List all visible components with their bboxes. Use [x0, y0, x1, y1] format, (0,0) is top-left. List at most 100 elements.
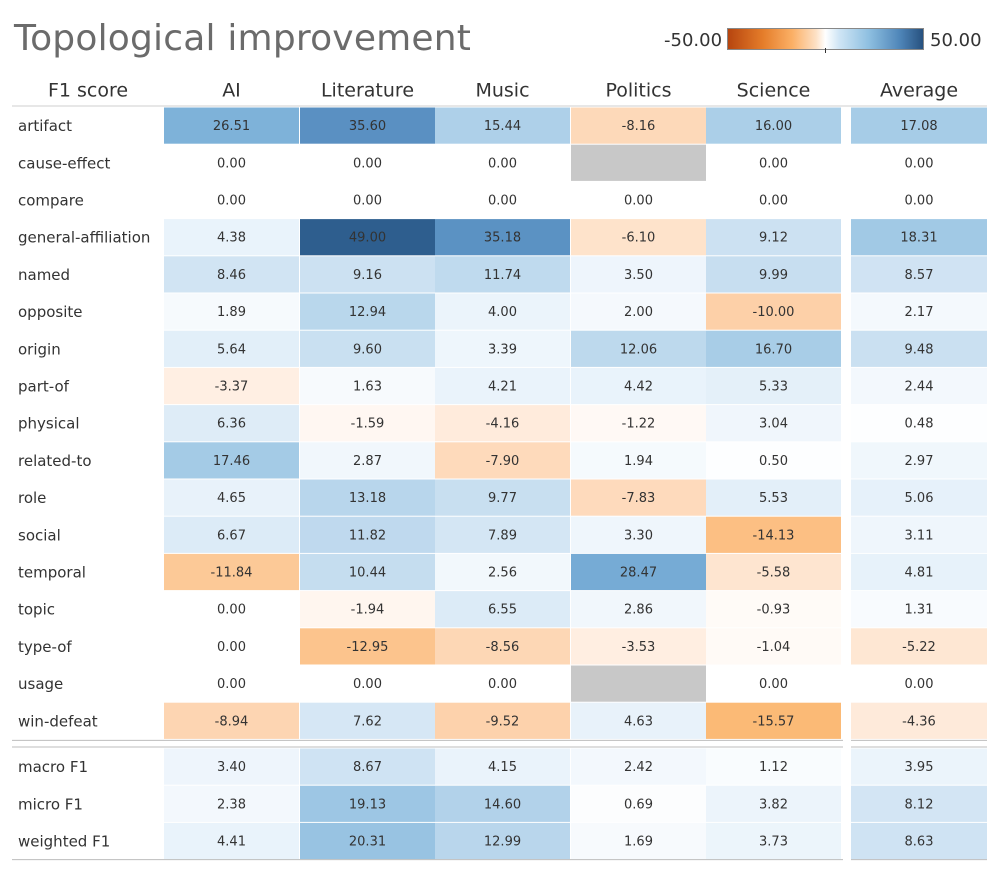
heatmap-cell	[571, 330, 706, 367]
heatmap-cell	[164, 144, 299, 181]
cell-value-label: 4.41	[217, 835, 246, 850]
cell-value-label: -1.22	[622, 417, 656, 432]
average-cell	[851, 628, 987, 665]
cell-value-label: 5.53	[759, 491, 788, 506]
cell-value-label: 1.89	[217, 305, 246, 320]
cell-value-label: 9.12	[759, 231, 788, 246]
heatmap-cell	[164, 785, 299, 822]
heatmap-cell	[164, 107, 299, 144]
heatmap-cell	[435, 330, 570, 367]
heatmap-cell	[435, 516, 570, 553]
heatmap-cell	[164, 330, 299, 367]
cell-value-label: 1.69	[624, 835, 653, 850]
heatmap-cell	[435, 665, 570, 702]
legend-max-label: 50.00	[930, 30, 982, 51]
cell-value-label: -6.10	[622, 231, 656, 246]
cell-value-label: 2.56	[488, 566, 517, 581]
summary-row-label: macro F1	[18, 758, 88, 776]
average-value-label: 3.95	[905, 760, 934, 775]
heatmap-cell	[435, 256, 570, 293]
cell-value-label: 9.60	[353, 342, 382, 357]
heatmap-cell	[706, 785, 841, 822]
relation-row-label: related-to	[18, 452, 92, 470]
relation-row-label: named	[18, 266, 70, 284]
heatmap-cell	[571, 442, 706, 479]
heatmap-cell	[435, 553, 570, 591]
heatmap-cell	[571, 181, 706, 219]
cell-value-label: 16.00	[755, 119, 792, 134]
heatmap-cell	[571, 293, 706, 330]
heatmap-cell	[164, 702, 299, 739]
cell-value-label: 5.33	[759, 380, 788, 395]
relation-row-label: type-of	[18, 638, 72, 656]
heatmap-cell	[435, 405, 570, 442]
cell-value-label: -3.53	[622, 640, 656, 655]
average-cell	[851, 181, 987, 219]
cell-value-label: 16.70	[755, 342, 792, 357]
cell-value-label: -7.90	[486, 454, 520, 469]
heatmap-cell	[435, 181, 570, 219]
cell-value-label: -8.94	[215, 714, 249, 729]
heatmap-cell	[571, 405, 706, 442]
relation-row-label: temporal	[18, 564, 86, 582]
average-value-label: 4.81	[905, 566, 934, 581]
average-value-label: 0.00	[905, 156, 934, 171]
heatmap-cell	[706, 702, 841, 739]
heatmap-cell	[164, 591, 299, 628]
cell-value-label: 6.36	[217, 417, 246, 432]
cell-value-label: 0.69	[624, 797, 653, 812]
heatmap-cell	[300, 822, 435, 860]
heatmap-cell	[571, 785, 706, 822]
heatmap-cell	[571, 219, 706, 256]
relation-row-label: compare	[18, 192, 84, 210]
cell-value-label: 0.00	[759, 156, 788, 171]
cell-value-label: 28.47	[620, 566, 657, 581]
cell-value-label: 10.44	[349, 566, 386, 581]
average-cell	[851, 144, 987, 181]
cell-value-label: 3.39	[488, 342, 517, 357]
cell-value-label: -5.58	[757, 566, 791, 581]
cell-value-label: 3.30	[624, 528, 653, 543]
cell-value-label: 4.15	[488, 760, 517, 775]
heatmap-cell	[706, 219, 841, 256]
average-cell	[851, 330, 987, 367]
heatmap-cell	[300, 367, 435, 405]
cell-value-label: 1.63	[353, 380, 382, 395]
heatmap-cell	[706, 553, 841, 591]
heatmap-cell	[300, 330, 435, 367]
legend-min-label: -50.00	[664, 30, 723, 51]
heatmap-cell	[706, 628, 841, 665]
heatmap-cell	[571, 479, 706, 516]
cell-value-label: 0.00	[217, 156, 246, 171]
heatmap-cell	[300, 181, 435, 219]
legend-zero-tick	[825, 48, 826, 53]
heatmap-cell	[300, 628, 435, 665]
heatmap-cell	[300, 219, 435, 256]
column-header-science: Science	[737, 80, 811, 102]
cell-value-label: 3.40	[217, 760, 246, 775]
cell-value-label: -11.84	[211, 566, 253, 581]
heatmap-cell	[300, 256, 435, 293]
average-cell	[851, 293, 987, 330]
relation-row-label: social	[18, 526, 61, 544]
cell-value-label: 4.42	[624, 380, 653, 395]
average-value-label: 2.44	[905, 380, 934, 395]
cell-value-label: 9.99	[759, 268, 788, 283]
heatmap-cell	[300, 293, 435, 330]
heatmap-cell	[571, 628, 706, 665]
heatmap-cell	[571, 748, 706, 785]
heatmap-cell	[300, 405, 435, 442]
heatmap-cell	[571, 702, 706, 739]
cell-value-label: 4.21	[488, 380, 517, 395]
average-cell	[851, 748, 987, 785]
cell-value-label: 13.18	[349, 491, 386, 506]
average-value-label: 8.12	[905, 797, 934, 812]
average-value-label: 18.31	[900, 231, 937, 246]
heatmap-cell	[706, 405, 841, 442]
heatmap-cell	[706, 822, 841, 860]
heatmap-cell	[706, 442, 841, 479]
column-header-literature: Literature	[321, 80, 414, 102]
heatmap-cell	[164, 628, 299, 665]
cell-value-label: -8.16	[622, 119, 656, 134]
heatmap-cell	[300, 553, 435, 591]
